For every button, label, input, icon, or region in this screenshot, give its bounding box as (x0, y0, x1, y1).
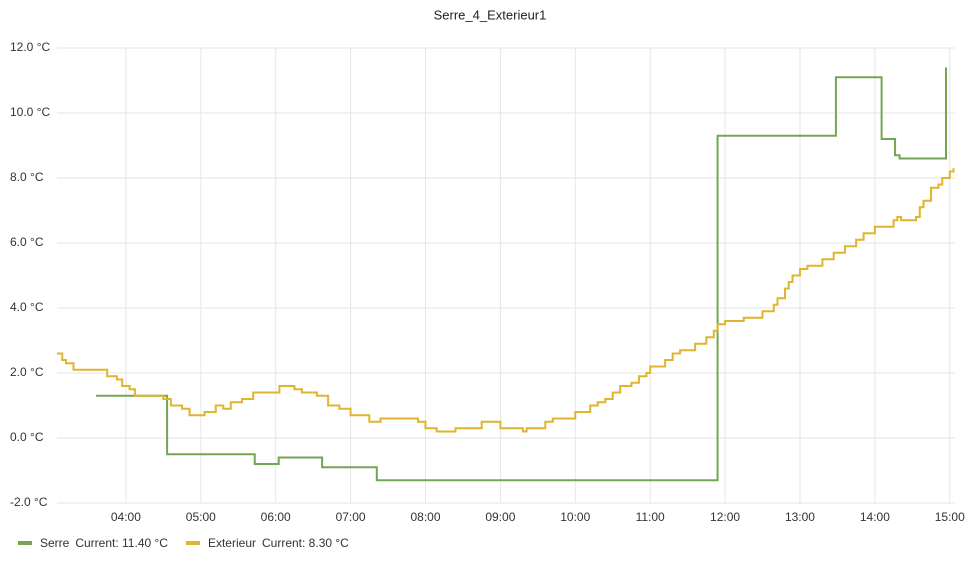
x-tick-label: 04:00 (111, 510, 141, 524)
legend-name: Exterieur (208, 536, 256, 550)
x-tick-label: 10:00 (560, 510, 590, 524)
chart-title: Serre_4_Exterieur1 (434, 7, 547, 22)
y-tick-label: -2.0 °C (10, 495, 48, 509)
legend-current: Current: 8.30 °C (262, 536, 349, 550)
x-tick-label: 15:00 (935, 510, 965, 524)
data-line (57, 168, 955, 433)
y-tick-label: 4.0 °C (10, 300, 44, 314)
y-tick-label: 2.0 °C (10, 365, 44, 379)
x-tick-label: 13:00 (785, 510, 815, 524)
y-tick-label: 6.0 °C (10, 235, 44, 249)
legend-current: Current: 11.40 °C (75, 536, 168, 550)
x-tick-label: 14:00 (860, 510, 890, 524)
x-tick-label: 07:00 (336, 510, 366, 524)
x-tick-label: 05:00 (186, 510, 216, 524)
legend-swatch (18, 541, 32, 545)
legend-name: Serre (40, 536, 70, 550)
x-tick-label: 12:00 (710, 510, 740, 524)
legend-swatch (185, 541, 200, 545)
x-tick-label: 06:00 (261, 510, 291, 524)
y-tick-label: 12.0 °C (10, 40, 50, 54)
x-tick-label: 11:00 (636, 510, 665, 524)
y-tick-label: 10.0 °C (10, 105, 50, 119)
y-tick-label: 8.0 °C (10, 170, 44, 184)
data-line (95, 67, 948, 482)
x-tick-label: 08:00 (410, 510, 440, 524)
y-tick-label: 0.0 °C (10, 430, 44, 444)
x-tick-label: 09:00 (485, 510, 515, 524)
